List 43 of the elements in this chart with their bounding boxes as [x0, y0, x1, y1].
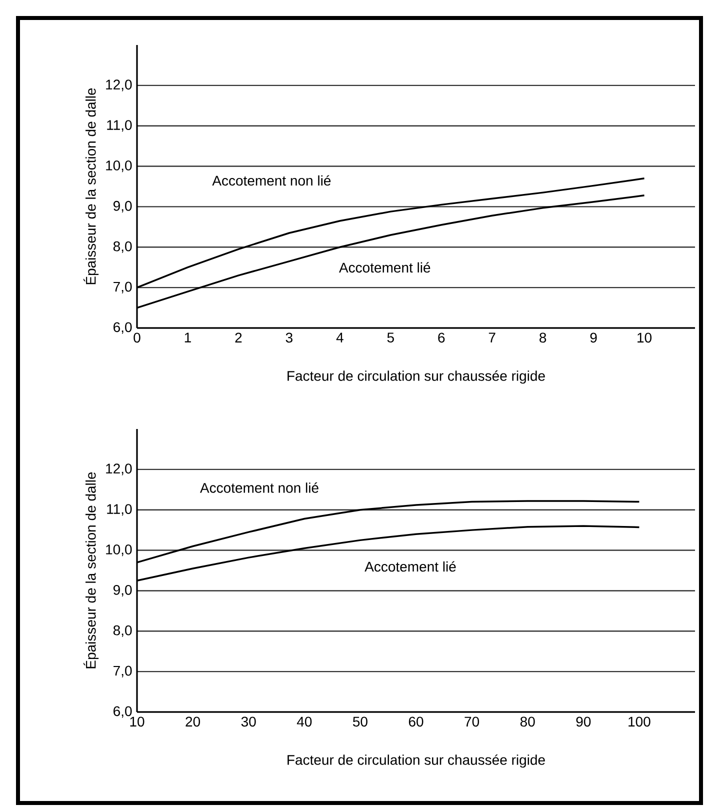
- x-tick-label: 0: [134, 332, 140, 343]
- x-axis-title: Facteur de circulation sur chaussée rigide: [288, 754, 545, 768]
- series-label: Accotement lié: [338, 262, 430, 273]
- series-label: Accotement lié: [364, 561, 456, 572]
- x-tick-label: 2: [235, 332, 242, 342]
- x-tick-label: 7: [488, 332, 496, 342]
- x-tick-label: 9: [590, 332, 597, 343]
- y-tick-label: 7,0: [114, 282, 132, 294]
- y-tick-label: 11,0: [107, 504, 132, 516]
- y-tick-label: 8,0: [113, 625, 132, 637]
- series-label: Accotement non lié: [200, 482, 318, 493]
- x-tick-label: 4: [336, 332, 344, 342]
- x-tick-label: 100: [628, 716, 650, 727]
- x-tick-label: 40: [296, 716, 312, 727]
- x-axis-title: Facteur de circulation sur chaussée rigide: [288, 370, 545, 384]
- y-axis-title: Épaisseur de la section de dalle: [84, 88, 99, 284]
- x-tick-label: 5: [387, 332, 394, 342]
- x-tick-label: 60: [408, 716, 424, 727]
- x-tick-label: 90: [576, 716, 591, 727]
- x-tick-label: 10: [638, 332, 652, 343]
- x-tick-label: 3: [286, 332, 292, 343]
- y-tick-label: 7,0: [114, 666, 132, 678]
- x-tick-label: 1: [184, 332, 191, 342]
- x-tick-label: 8: [540, 332, 546, 343]
- y-tick-label: 9,0: [113, 584, 132, 596]
- text: Accotement non lié: [212, 175, 331, 186]
- x-tick-label: 10: [130, 716, 144, 727]
- y-tick-label: 11,0: [107, 120, 132, 132]
- x-tick-label: 6: [438, 332, 445, 343]
- x-tick-label: 80: [520, 716, 535, 727]
- x-tick-label: 30: [241, 716, 256, 727]
- y-tick-label: 12,0: [106, 80, 132, 92]
- y-tick-label: 10,0: [106, 544, 132, 556]
- x-tick-label: 70: [464, 716, 480, 727]
- y-tick-label: 9,0: [113, 200, 132, 212]
- x-tick-label: 50: [352, 716, 368, 727]
- y-tick-label: 8,0: [113, 241, 132, 253]
- y-axis-title: Épaisseur de la section de dalle: [84, 472, 99, 668]
- y-tick-label: 10,0: [106, 160, 132, 172]
- y-tick-label: 6,0: [114, 322, 132, 334]
- y-tick-label: 12,0: [106, 464, 132, 476]
- y-tick-label: 6,0: [114, 706, 132, 718]
- x-tick-label: 20: [186, 716, 200, 727]
